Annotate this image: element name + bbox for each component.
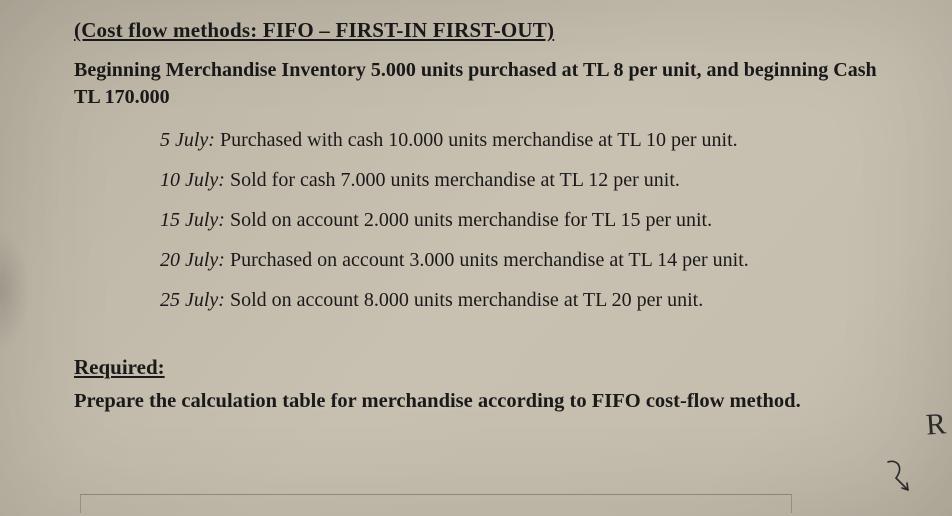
- entry-date: 25 July:: [160, 289, 225, 311]
- handwritten-r-mark: R: [925, 407, 947, 442]
- list-item: 10 July: Sold for cash 7.000 units merch…: [160, 167, 906, 193]
- entry-date: 15 July:: [160, 209, 225, 231]
- list-item: 20 July: Purchased on account 3.000 unit…: [160, 247, 906, 273]
- section-title: (Cost flow methods: FIFO – FIRST-IN FIRS…: [74, 18, 906, 43]
- entry-date: 5 July:: [160, 129, 215, 151]
- page-content: (Cost flow methods: FIFO – FIRST-IN FIRS…: [0, 0, 952, 415]
- handwritten-arrow-icon: [884, 456, 924, 496]
- required-heading: Required:: [74, 355, 906, 380]
- intro-paragraph: Beginning Merchandise Inventory 5.000 un…: [74, 57, 906, 111]
- entry-date: 20 July:: [160, 249, 225, 271]
- transaction-list: 5 July: Purchased with cash 10.000 units…: [74, 127, 906, 313]
- list-item: 15 July: Sold on account 2.000 units mer…: [160, 207, 906, 233]
- list-item: 25 July: Sold on account 8.000 units mer…: [160, 287, 906, 313]
- entry-date: 10 July:: [160, 169, 225, 191]
- entry-text: Purchased with cash 10.000 units merchan…: [220, 129, 738, 151]
- entry-text: Sold on account 8.000 units merchandise …: [230, 289, 703, 311]
- entry-text: Sold for cash 7.000 units merchandise at…: [230, 169, 680, 191]
- table-top-edge: [80, 494, 792, 513]
- list-item: 5 July: Purchased with cash 10.000 units…: [160, 127, 906, 153]
- instruction-text: Prepare the calculation table for mercha…: [74, 388, 906, 415]
- entry-text: Purchased on account 3.000 units merchan…: [230, 249, 749, 271]
- entry-text: Sold on account 2.000 units merchandise …: [230, 209, 712, 231]
